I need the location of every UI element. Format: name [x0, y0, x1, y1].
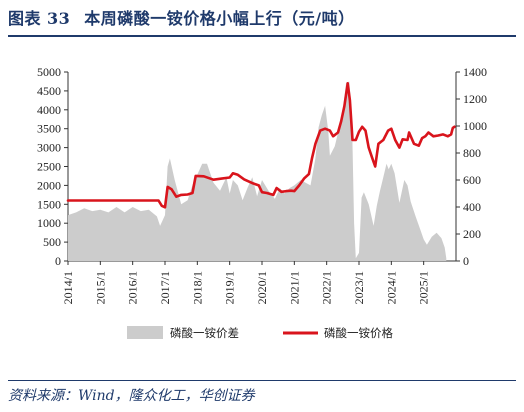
legend-label-spread: 磷酸一铵价差: [170, 326, 239, 340]
price-line-series: [66, 82, 456, 209]
source-note: 资料来源：Wind，隆众化工，华创证券: [8, 388, 255, 404]
right-tick-label: 600: [463, 173, 481, 187]
figure-number: 33: [47, 9, 71, 28]
price-line: [66, 82, 456, 209]
right-tick-label: 1400: [463, 65, 487, 79]
right-y-axis: 0 200 400 600 800 1000 1200 1400: [455, 65, 487, 268]
legend-swatch-spread: [127, 326, 163, 339]
right-tick-label: 1000: [463, 119, 487, 133]
figure-title-text: 本周磷酸一铵价格小幅上行（元/吨）: [84, 9, 355, 28]
source-rule: [8, 380, 516, 381]
left-tick-label: 2000: [37, 178, 61, 192]
legend-label-price: 磷酸一铵价格: [324, 326, 393, 340]
x-tick-label: 2017/1: [158, 271, 172, 304]
left-tick-label: 1500: [37, 197, 61, 211]
right-tick-label: 1200: [463, 92, 487, 106]
left-tick-label: 0: [55, 254, 61, 268]
title-rule: [8, 35, 516, 37]
left-tick-label: 3000: [37, 141, 61, 155]
left-tick-label: 3500: [37, 122, 61, 136]
spread-area: [68, 81, 447, 261]
x-tick-label: 2015/1: [93, 271, 107, 304]
x-tick-label: 2022/1: [320, 271, 334, 304]
left-tick-label: 5000: [37, 65, 61, 79]
left-tick-label: 4500: [37, 84, 61, 98]
x-tick-label: 2020/1: [255, 271, 269, 304]
right-tick-label: 400: [463, 200, 481, 214]
right-tick-label: 200: [463, 227, 481, 241]
x-tick-label: 2023/1: [352, 271, 366, 304]
figure-label: 图表: [8, 9, 42, 28]
x-tick-label: 2016/1: [126, 271, 140, 304]
figure-title: 图表 33 本周磷酸一铵价格小幅上行（元/吨）: [8, 4, 516, 34]
x-tick-label: 2025/1: [417, 271, 431, 304]
legend: 磷酸一铵价差 磷酸一铵价格: [127, 326, 393, 340]
right-tick-label: 800: [463, 146, 481, 160]
left-tick-label: 4000: [37, 103, 61, 117]
left-tick-label: 1000: [37, 216, 61, 230]
x-tick-label: 2019/1: [223, 271, 237, 304]
left-y-axis: 0 500 1000 1500 2000 2500 3000 3500 4000 4500 5000: [37, 65, 69, 268]
spread-area-series: [68, 81, 447, 261]
x-tick-label: 2014/1: [61, 271, 75, 304]
x-tick-label: 2018/1: [190, 271, 204, 304]
left-tick-label: 2500: [37, 160, 61, 174]
right-tick-label: 0: [463, 254, 469, 268]
x-tick-label: 2024/1: [384, 271, 398, 304]
x-tick-label: 2021/1: [287, 271, 301, 304]
x-axis: 2014/1 2015/1 2016/1 2017/1 2018/1 2019/1 2020…: [61, 260, 456, 304]
left-tick-label: 500: [43, 235, 61, 249]
